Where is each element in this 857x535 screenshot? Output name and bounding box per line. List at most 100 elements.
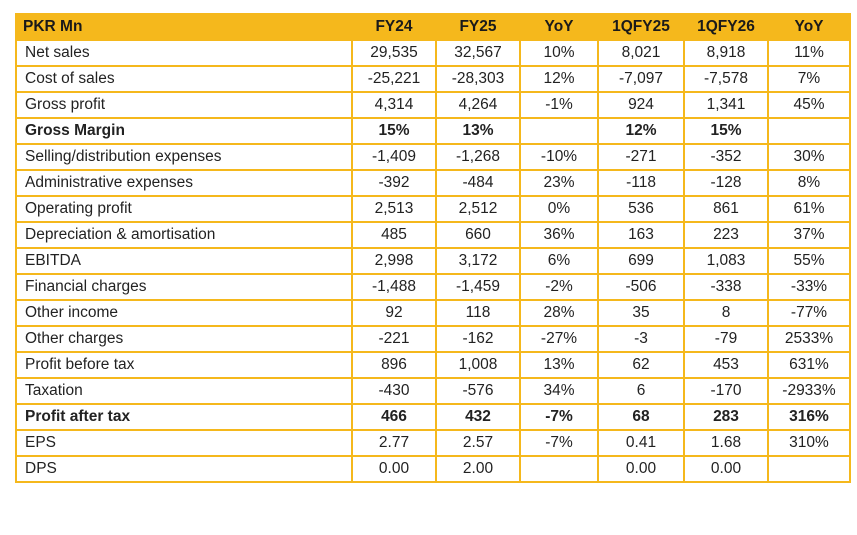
fy24-cell: -1,409 (351, 143, 437, 171)
header-yoy-annual: YoY (519, 13, 599, 41)
yoy-quarterly-cell: 8% (767, 169, 851, 197)
yoy-annual-cell: 10% (519, 39, 599, 67)
fy25-cell: 432 (435, 403, 521, 431)
1qfy26-cell: -352 (683, 143, 769, 171)
row-label: Depreciation & amortisation (15, 221, 353, 249)
1qfy25-cell: 68 (597, 403, 685, 431)
1qfy25-cell: 8,021 (597, 39, 685, 67)
1qfy26-cell: 0.00 (683, 455, 769, 483)
table-row: Financial charges -1,488 -1,459 -2% -506 -338… (15, 273, 851, 301)
table-row: Depreciation & amortisation 485 660 36% 163 2… (15, 221, 851, 249)
fy25-cell: -1,268 (435, 143, 521, 171)
row-label: Other charges (15, 325, 353, 353)
yoy-annual-cell: 28% (519, 299, 599, 327)
row-label: Profit after tax (15, 403, 353, 431)
fy24-cell: 485 (351, 221, 437, 249)
row-label: Gross Margin (15, 117, 353, 145)
table-row: Selling/distribution expenses -1,409 -1,26… (15, 143, 851, 171)
yoy-quarterly-cell: 45% (767, 91, 851, 119)
1qfy26-cell: -170 (683, 377, 769, 405)
row-label: Financial charges (15, 273, 353, 301)
1qfy26-cell: 1,083 (683, 247, 769, 275)
1qfy25-cell: 0.41 (597, 429, 685, 457)
table-body: Net sales 29,535 32,567 10% 8,021 8,918 11% Cos… (15, 39, 851, 483)
1qfy25-cell: -118 (597, 169, 685, 197)
row-label: Net sales (15, 39, 353, 67)
fy25-cell: 3,172 (435, 247, 521, 275)
yoy-quarterly-cell: -2933% (767, 377, 851, 405)
fy25-cell: 2,512 (435, 195, 521, 223)
yoy-annual-cell: -7% (519, 429, 599, 457)
1qfy25-cell: 924 (597, 91, 685, 119)
header-1qfy25: 1QFY25 (597, 13, 685, 41)
1qfy26-cell: 453 (683, 351, 769, 379)
row-label: Cost of sales (15, 65, 353, 93)
fy25-cell: 1,008 (435, 351, 521, 379)
1qfy25-cell: -506 (597, 273, 685, 301)
table-header: PKR Mn FY24 FY25 YoY 1QFY25 1QFY26 YoY (15, 13, 851, 41)
1qfy26-cell: 283 (683, 403, 769, 431)
yoy-annual-cell: -2% (519, 273, 599, 301)
1qfy25-cell: 35 (597, 299, 685, 327)
yoy-annual-cell: 0% (519, 195, 599, 223)
yoy-quarterly-cell (767, 455, 851, 483)
fy24-cell: -1,488 (351, 273, 437, 301)
fy25-cell: -576 (435, 377, 521, 405)
1qfy25-cell: 0.00 (597, 455, 685, 483)
fy24-cell: -392 (351, 169, 437, 197)
yoy-annual-cell: 34% (519, 377, 599, 405)
fy24-cell: -430 (351, 377, 437, 405)
header-fy25: FY25 (435, 13, 521, 41)
1qfy26-cell: -79 (683, 325, 769, 353)
fy24-cell: 466 (351, 403, 437, 431)
fy24-cell: 2,998 (351, 247, 437, 275)
1qfy26-cell: 1.68 (683, 429, 769, 457)
fy25-cell: -28,303 (435, 65, 521, 93)
header-fy24: FY24 (351, 13, 437, 41)
fy25-cell: -1,459 (435, 273, 521, 301)
fy24-cell: -221 (351, 325, 437, 353)
row-label: Selling/distribution expenses (15, 143, 353, 171)
table-row: Gross profit 4,314 4,264 -1% 924 1,341 45% (15, 91, 851, 119)
header-unit: PKR Mn (15, 13, 353, 41)
fy24-cell: 4,314 (351, 91, 437, 119)
fy25-cell: 13% (435, 117, 521, 145)
yoy-annual-cell: 23% (519, 169, 599, 197)
1qfy26-cell: 8 (683, 299, 769, 327)
1qfy26-cell: -128 (683, 169, 769, 197)
table-row: Administrative expenses -392 -484 23% -118 -1… (15, 169, 851, 197)
yoy-quarterly-cell: 30% (767, 143, 851, 171)
yoy-quarterly-cell: -77% (767, 299, 851, 327)
table-row: Profit before tax 896 1,008 13% 62 453 631% (15, 351, 851, 379)
fy25-cell: 2.00 (435, 455, 521, 483)
table-row: Net sales 29,535 32,567 10% 8,021 8,918 11% (15, 39, 851, 67)
1qfy26-cell: 223 (683, 221, 769, 249)
yoy-annual-cell: -10% (519, 143, 599, 171)
1qfy26-cell: 8,918 (683, 39, 769, 67)
table-row: Taxation -430 -576 34% 6 -170 -2933% (15, 377, 851, 405)
1qfy25-cell: 12% (597, 117, 685, 145)
1qfy25-cell: 699 (597, 247, 685, 275)
fy24-cell: 15% (351, 117, 437, 145)
table-row: EBITDA 2,998 3,172 6% 699 1,083 55% (15, 247, 851, 275)
table-row: Cost of sales -25,221 -28,303 12% -7,097 -7,5… (15, 65, 851, 93)
yoy-quarterly-cell: 61% (767, 195, 851, 223)
fy24-cell: 2.77 (351, 429, 437, 457)
1qfy26-cell: 15% (683, 117, 769, 145)
yoy-quarterly-cell: 7% (767, 65, 851, 93)
fy24-cell: 896 (351, 351, 437, 379)
table-row: DPS 0.00 2.00 0.00 0.00 (15, 455, 851, 483)
yoy-quarterly-cell: 310% (767, 429, 851, 457)
fy24-cell: 29,535 (351, 39, 437, 67)
fy25-cell: 32,567 (435, 39, 521, 67)
table-row: Profit after tax 466 432 -7% 68 283 316% (15, 403, 851, 431)
fy25-cell: 4,264 (435, 91, 521, 119)
table-row: EPS 2.77 2.57 -7% 0.41 1.68 310% (15, 429, 851, 457)
header-yoy-quarterly: YoY (767, 13, 851, 41)
table-row: Operating profit 2,513 2,512 0% 536 861 61% (15, 195, 851, 223)
yoy-quarterly-cell: 631% (767, 351, 851, 379)
table-row: Gross Margin 15% 13% 12% 15% (15, 117, 851, 145)
yoy-annual-cell: -1% (519, 91, 599, 119)
fy25-cell: -484 (435, 169, 521, 197)
financial-summary-table: PKR Mn FY24 FY25 YoY 1QFY25 1QFY26 YoY N… (15, 13, 851, 483)
